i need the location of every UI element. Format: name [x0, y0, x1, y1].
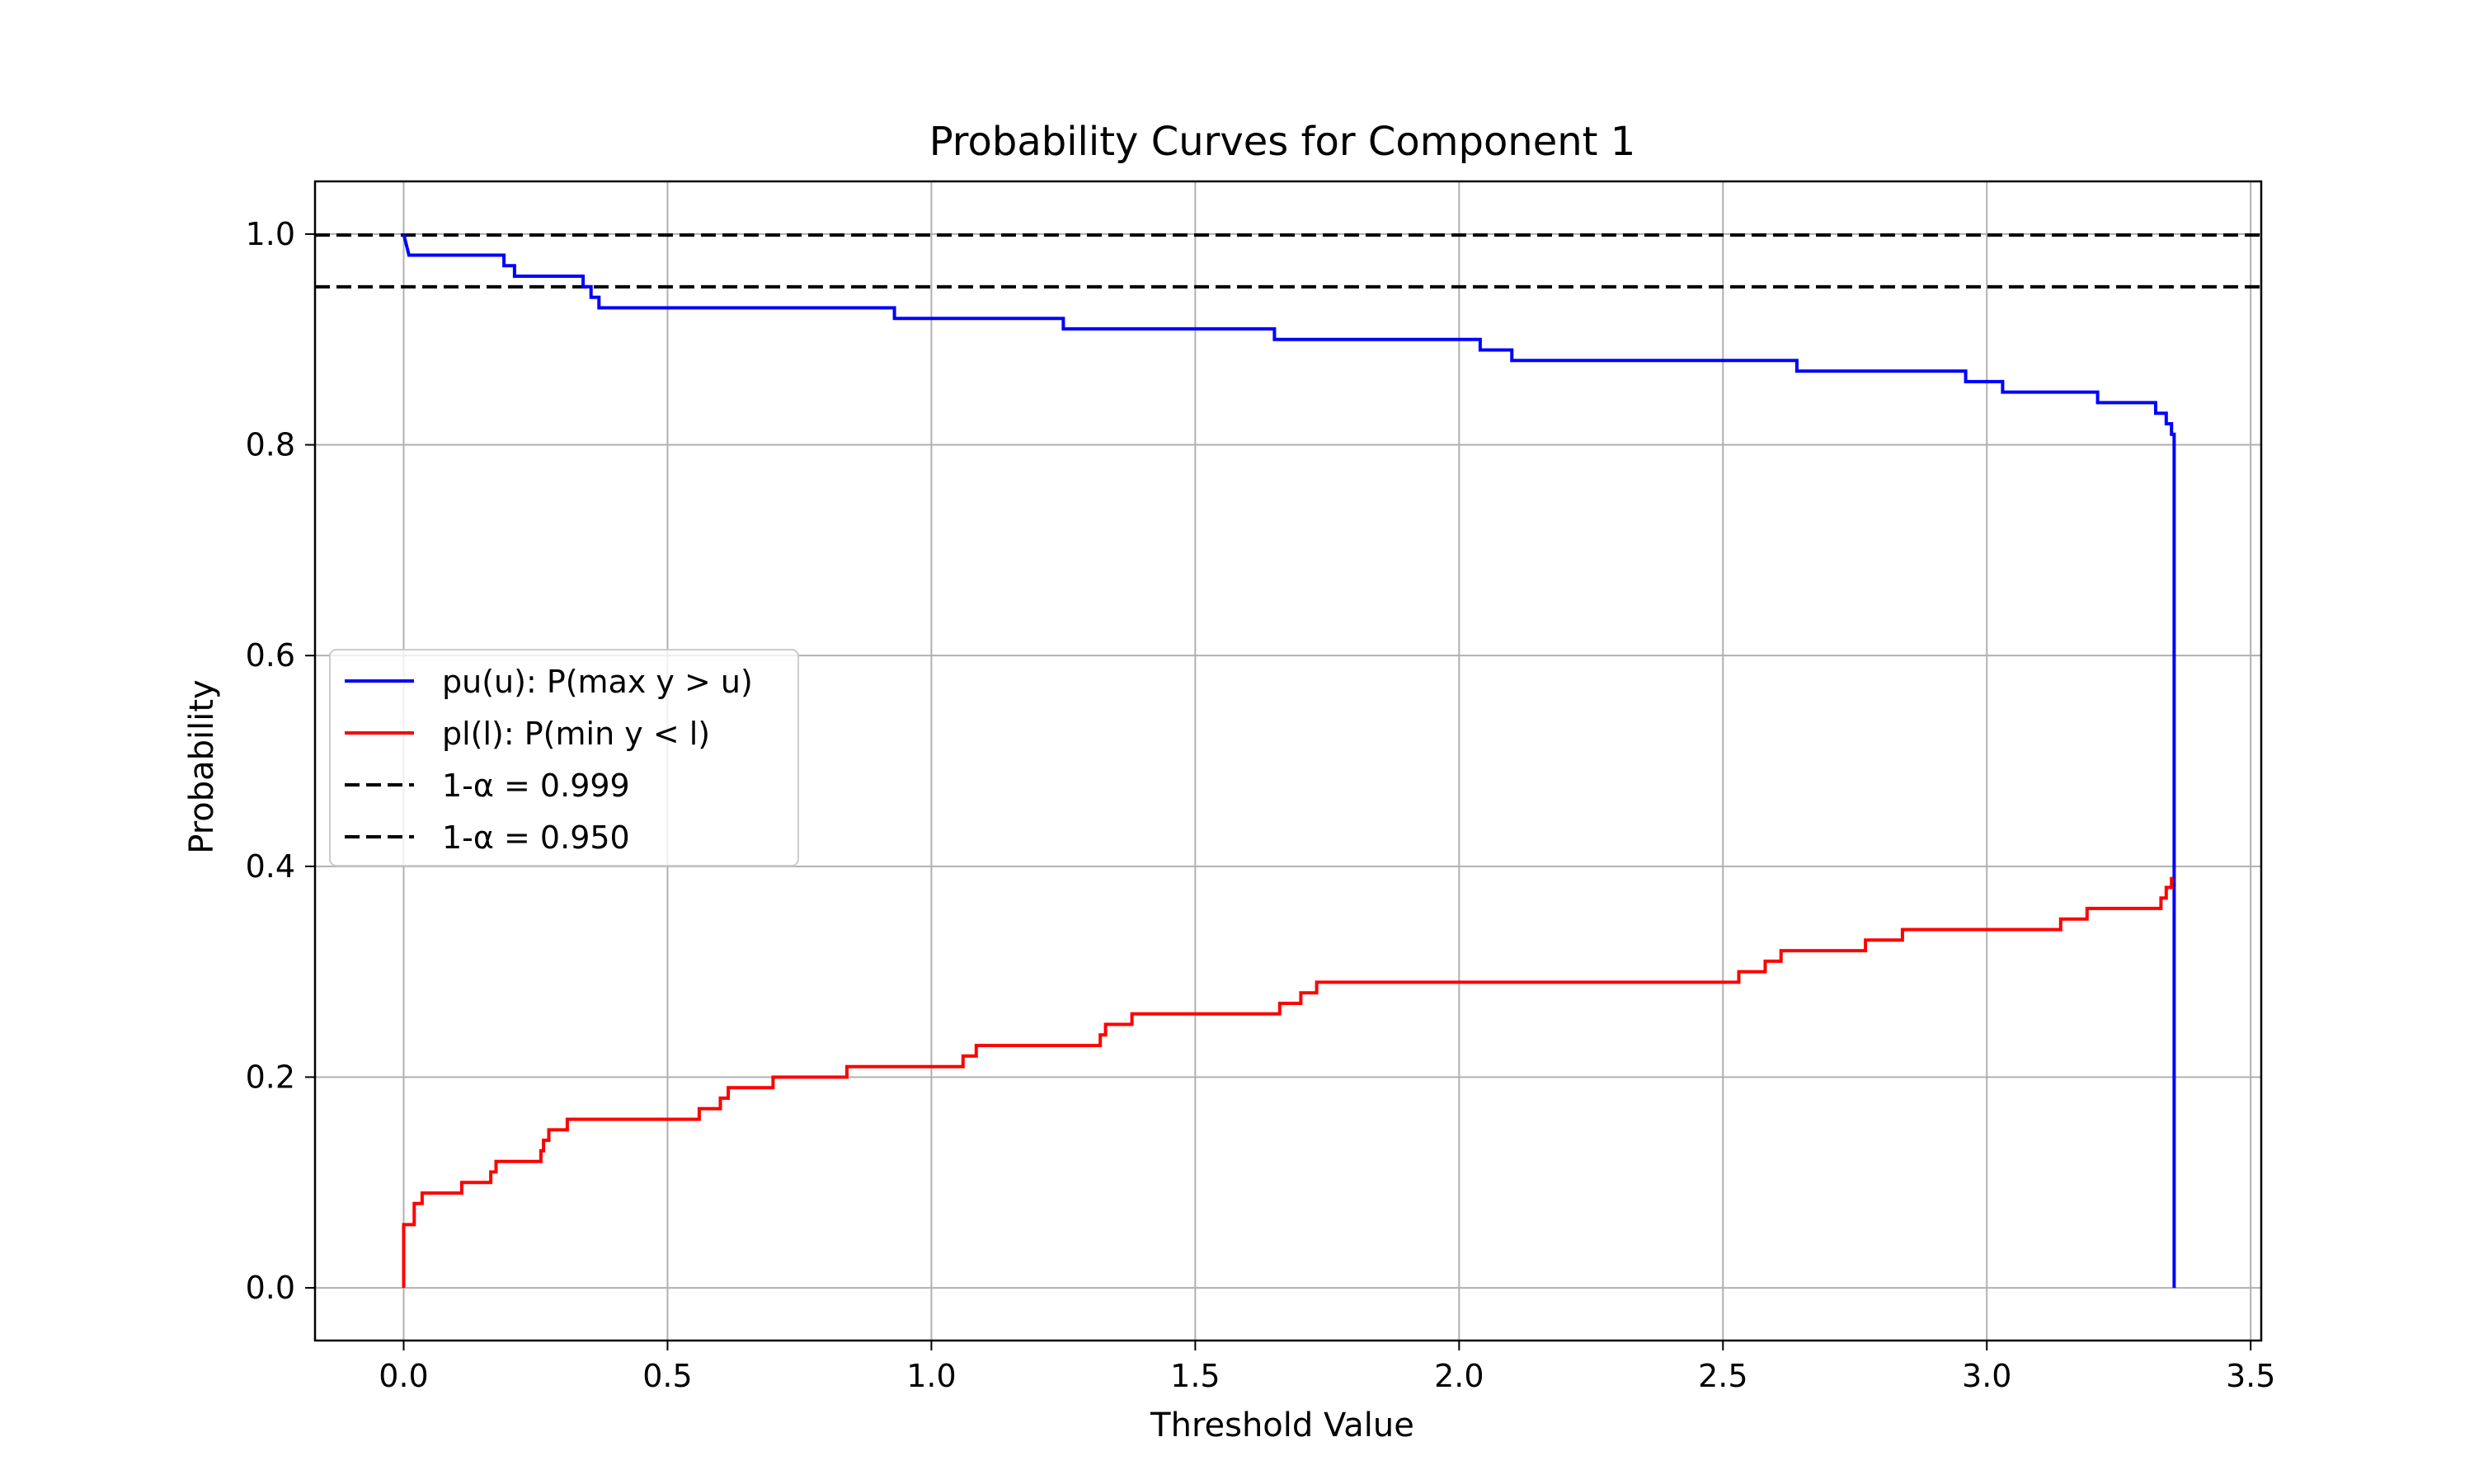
- series-line-pl: [402, 876, 2174, 1289]
- legend-label: 1-α = 0.999: [442, 768, 630, 804]
- x-tick-label: 0.5: [642, 1358, 692, 1394]
- y-tick-label: 0.0: [246, 1270, 295, 1306]
- legend-box: [329, 649, 799, 866]
- y-axis-label: Probability: [183, 679, 221, 853]
- x-axis-ticks: 0.0 0.5 1.0 1.5 2.0 2.5 3.0 3.5: [379, 1341, 2275, 1394]
- series-line-pu: [402, 233, 2176, 1289]
- plot-frame: [313, 180, 2263, 1342]
- x-tick-label: 2.0: [1434, 1358, 1484, 1394]
- legend-label: 1-α = 0.950: [442, 819, 630, 856]
- reference-lines: [315, 233, 2261, 289]
- chart-title: Probability Curves for Component 1: [929, 119, 1636, 165]
- x-tick-label: 2.5: [1698, 1358, 1747, 1394]
- x-tick-label: 0.0: [379, 1358, 428, 1394]
- x-tick-label: 3.5: [2226, 1358, 2275, 1394]
- y-tick-label: 1.0: [246, 216, 295, 252]
- y-tick-label: 0.6: [246, 637, 295, 674]
- legend: pu(u): P(max y > u) pl(l): P(min y < l) 1-…: [329, 649, 799, 866]
- series: [402, 233, 2176, 1289]
- x-tick-label: 3.0: [1962, 1358, 2011, 1394]
- y-tick-label: 0.4: [246, 848, 295, 885]
- x-axis-label: Threshold Value: [1150, 1407, 1414, 1444]
- legend-label: pu(u): P(max y > u): [442, 664, 753, 700]
- x-tick-label: 1.5: [1170, 1358, 1220, 1394]
- y-tick-label: 0.8: [246, 427, 295, 463]
- x-tick-label: 1.0: [906, 1358, 956, 1394]
- y-tick-label: 0.2: [246, 1059, 295, 1095]
- y-axis-ticks: 0.0 0.2 0.4 0.6 0.8 1.0: [246, 216, 315, 1306]
- legend-label: pl(l): P(min y < l): [442, 716, 710, 752]
